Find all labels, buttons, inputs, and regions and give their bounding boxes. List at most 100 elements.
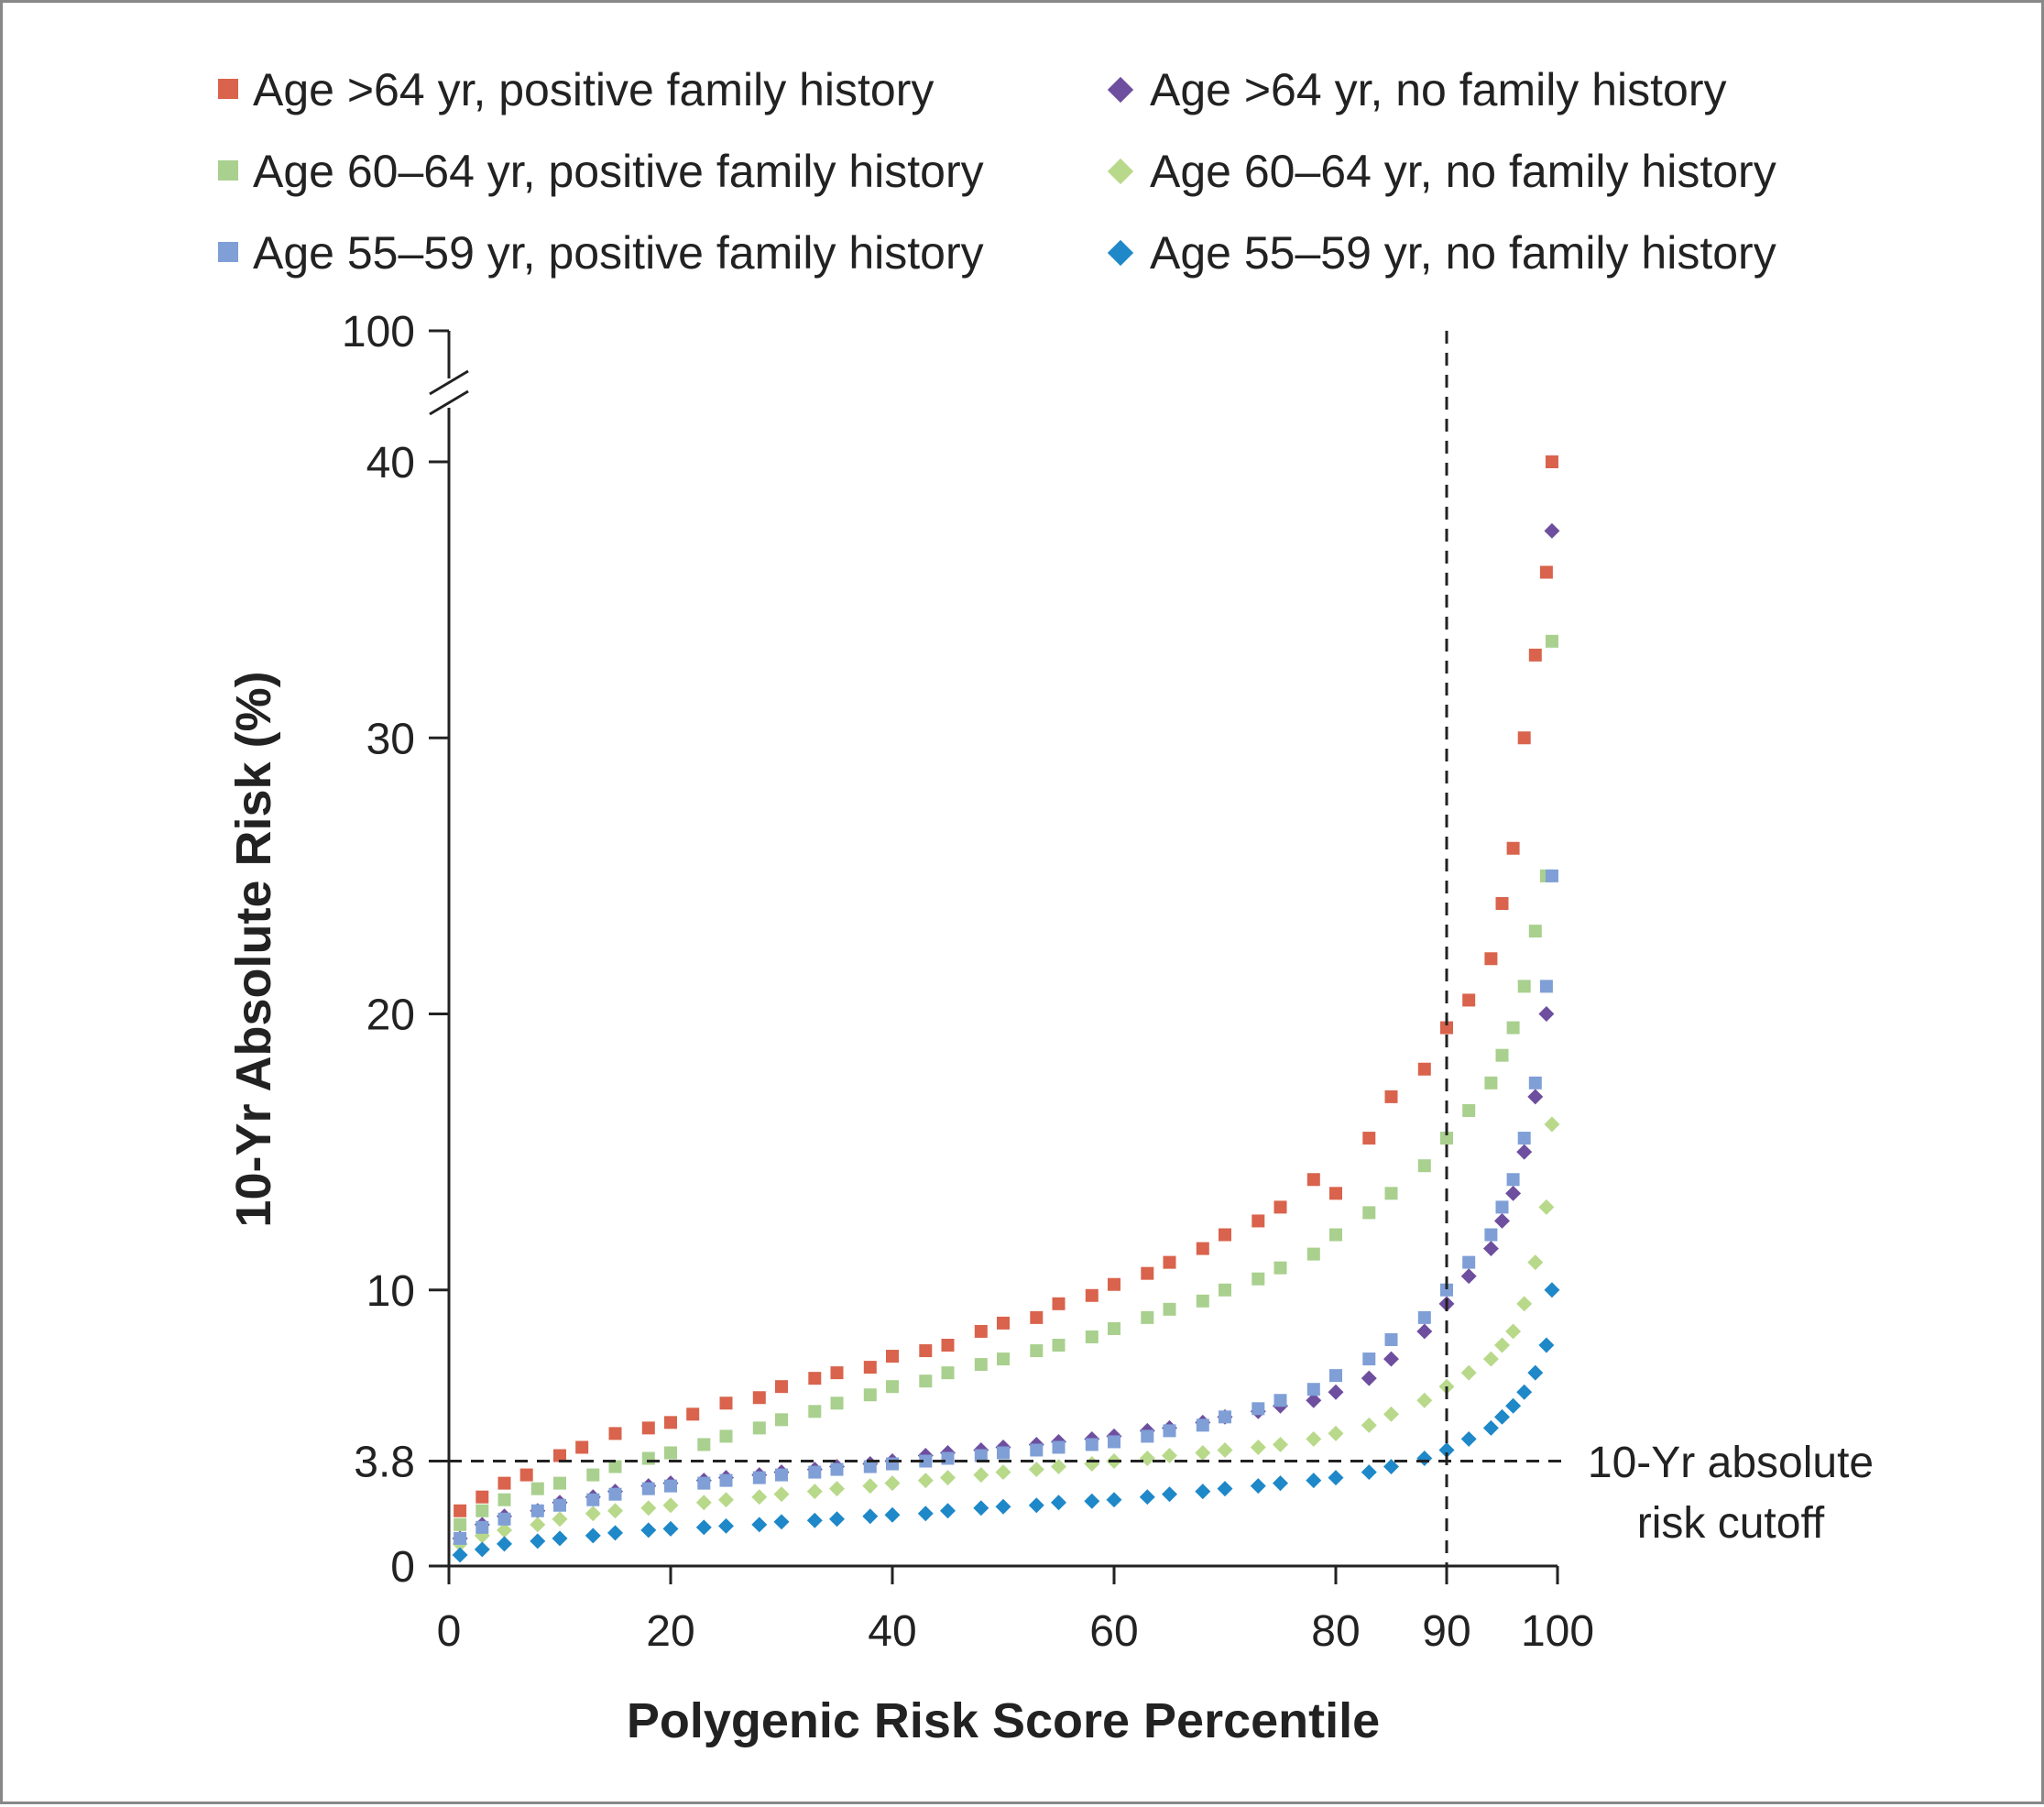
data-point (454, 1517, 467, 1531)
data-point (1362, 1206, 1376, 1220)
data-point (775, 1380, 788, 1394)
data-point (662, 1497, 679, 1514)
y-tick-label: 40 (366, 439, 415, 487)
data-point (1528, 1076, 1542, 1090)
data-point (1460, 1364, 1477, 1381)
data-point (1460, 1268, 1477, 1285)
data-point (1539, 565, 1553, 579)
data-point (997, 1316, 1010, 1330)
data-point (775, 1413, 788, 1427)
data-point (530, 1482, 544, 1495)
data-point (1494, 1408, 1510, 1425)
data-point (1362, 1132, 1376, 1145)
data-point (1030, 1310, 1044, 1324)
series-1 (454, 455, 1558, 1517)
y-tick-label: 3.8 (354, 1439, 415, 1487)
data-point (1328, 1470, 1344, 1486)
data-point (1250, 1439, 1266, 1455)
data-point (719, 1396, 733, 1410)
y-tick-label: 100 (342, 308, 415, 356)
data-point (1544, 1282, 1560, 1298)
legend-item-1: Age >64 yr, positive family history (218, 64, 934, 115)
data-point (552, 1530, 568, 1547)
data-point (1440, 1132, 1453, 1145)
data-point (1139, 1489, 1155, 1506)
data-point (1462, 1103, 1476, 1117)
data-point (1306, 1383, 1320, 1396)
data-point (773, 1514, 790, 1530)
y-axis-title: 10-Yr Absolute Risk (%) (226, 671, 281, 1227)
data-point (1028, 1462, 1044, 1478)
data-point (608, 1487, 622, 1501)
data-point (1484, 1076, 1498, 1090)
data-point (1361, 1464, 1377, 1481)
data-point (1528, 648, 1542, 662)
data-point (1482, 1351, 1499, 1367)
data-point (1416, 1451, 1433, 1466)
data-point (1482, 1419, 1499, 1436)
data-point (1108, 1321, 1120, 1335)
data-point (830, 1462, 844, 1476)
data-point (997, 1353, 1010, 1366)
legend-label-3: Age 60–64 yr, positive family history (253, 146, 984, 197)
data-point (1544, 1116, 1560, 1133)
data-point (530, 1517, 546, 1533)
y-ticks: 0 3.8 10 20 30 40 100 (342, 308, 449, 1592)
data-point (1440, 1021, 1453, 1035)
data-point (1383, 1459, 1399, 1475)
data-point (1084, 1493, 1100, 1509)
data-point (1495, 1048, 1509, 1062)
data-point (1462, 993, 1476, 1007)
data-point (752, 1421, 766, 1435)
data-point (1383, 1351, 1399, 1367)
data-point (1527, 1364, 1544, 1381)
data-point (1417, 1062, 1431, 1076)
data-point (1545, 869, 1558, 882)
data-point (1494, 1212, 1510, 1229)
data-point (1163, 1302, 1176, 1316)
data-point (1219, 1410, 1231, 1424)
data-point (808, 1405, 822, 1418)
data-point (1306, 1473, 1322, 1489)
x-tick-label: 20 (646, 1607, 694, 1656)
data-point (1527, 1254, 1544, 1271)
data-point (1162, 1486, 1177, 1503)
data-point (1539, 980, 1553, 993)
data-points (452, 455, 1560, 1563)
data-point (863, 1460, 877, 1473)
legend-label-4: Age 60–64 yr, no family history (1150, 146, 1776, 197)
data-point (1361, 1370, 1377, 1386)
data-point (1527, 1089, 1544, 1105)
data-point (829, 1481, 845, 1497)
data-point (829, 1511, 845, 1528)
legend-marker-square (218, 242, 238, 262)
data-point (1494, 1337, 1510, 1353)
data-point (1217, 1441, 1233, 1458)
y-tick-label: 10 (366, 1267, 415, 1316)
data-point (1484, 952, 1498, 966)
data-point (1195, 1484, 1211, 1500)
data-point (1052, 1440, 1066, 1454)
data-point (664, 1446, 677, 1460)
series-6 (452, 1282, 1560, 1563)
data-point (974, 1449, 988, 1462)
x-tick-label: 60 (1089, 1607, 1138, 1656)
data-point (1328, 1384, 1344, 1400)
data-point (1162, 1448, 1177, 1463)
data-point (664, 1479, 677, 1493)
data-point (1416, 1323, 1433, 1340)
data-point (1085, 1330, 1099, 1343)
data-point (808, 1372, 822, 1385)
data-point (1438, 1441, 1455, 1458)
data-point (719, 1473, 733, 1487)
x-tick-label: 40 (868, 1607, 916, 1656)
data-point (718, 1492, 734, 1508)
data-point (806, 1512, 823, 1528)
data-point (586, 1493, 600, 1506)
data-point (664, 1416, 677, 1429)
data-point (641, 1482, 655, 1495)
cutoff-label-line-1: 10-Yr absolute (1588, 1439, 1874, 1487)
data-point (773, 1486, 790, 1503)
data-point (607, 1525, 623, 1541)
